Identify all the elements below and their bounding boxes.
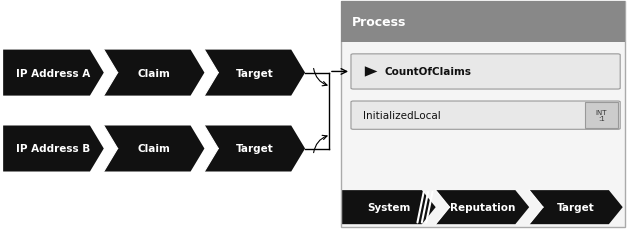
Text: IP Address A: IP Address A xyxy=(16,68,91,78)
FancyBboxPatch shape xyxy=(351,102,620,130)
Text: Target: Target xyxy=(236,144,274,154)
Polygon shape xyxy=(365,67,377,77)
Text: Reputation: Reputation xyxy=(450,202,515,212)
Text: INT
:1: INT :1 xyxy=(596,110,607,122)
Text: Claim: Claim xyxy=(138,144,170,154)
Polygon shape xyxy=(529,190,623,224)
Polygon shape xyxy=(104,50,204,96)
Text: Target: Target xyxy=(236,68,274,78)
FancyBboxPatch shape xyxy=(341,2,625,227)
Polygon shape xyxy=(3,50,104,96)
FancyBboxPatch shape xyxy=(351,55,620,90)
FancyBboxPatch shape xyxy=(341,2,625,42)
Text: CountOfClaims: CountOfClaims xyxy=(385,67,472,77)
Text: IP Address B: IP Address B xyxy=(16,144,91,154)
Text: InitializedLocal: InitializedLocal xyxy=(363,111,441,121)
Polygon shape xyxy=(204,126,305,172)
Text: Claim: Claim xyxy=(138,68,170,78)
FancyBboxPatch shape xyxy=(585,102,618,129)
Polygon shape xyxy=(204,50,305,96)
Text: Process: Process xyxy=(352,16,406,29)
Polygon shape xyxy=(3,126,104,172)
Polygon shape xyxy=(342,190,436,224)
Text: System: System xyxy=(367,202,411,212)
Polygon shape xyxy=(104,126,204,172)
Text: Target: Target xyxy=(557,202,595,212)
Polygon shape xyxy=(436,190,529,224)
